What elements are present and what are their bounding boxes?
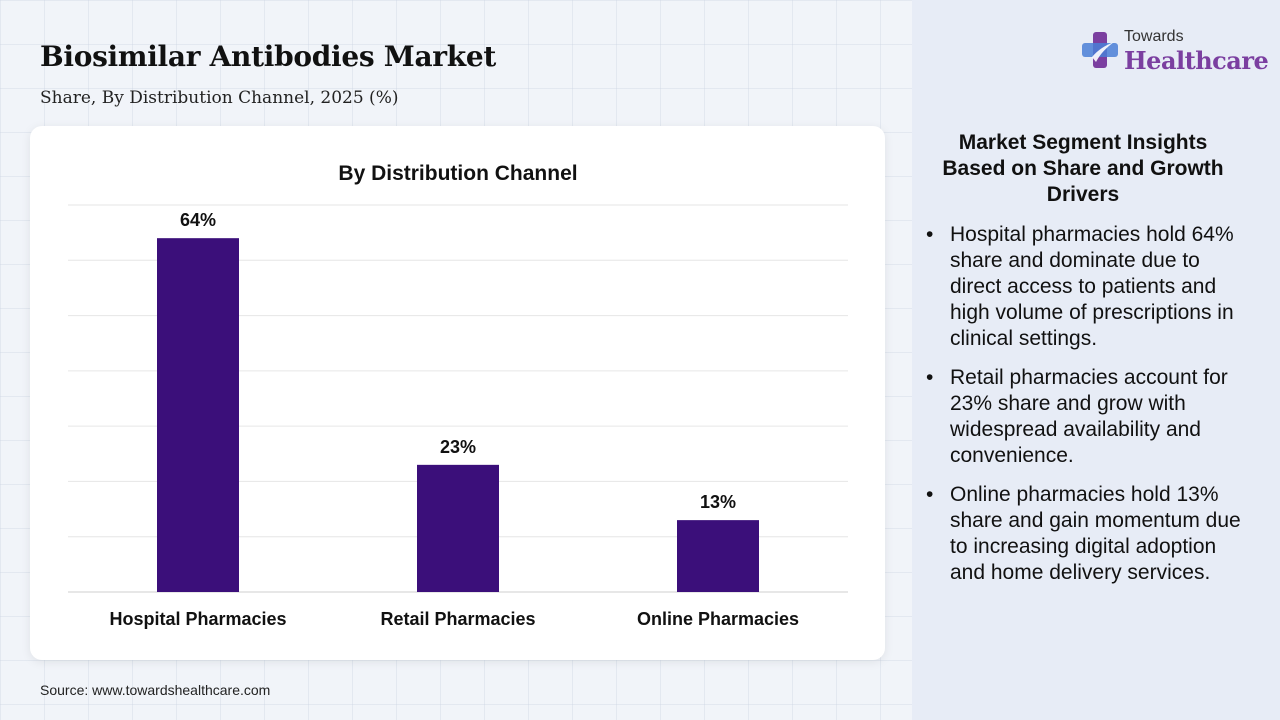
insights-title: Market Segment Insights Based on Share a… — [942, 131, 1224, 206]
insight-item: Retail pharmacies account for 23% share … — [924, 365, 1254, 469]
category-label: Online Pharmacies — [637, 609, 799, 629]
bar — [677, 520, 759, 592]
insights-panel — [912, 0, 1280, 720]
insights-list: Hospital pharmacies hold 64% share and d… — [924, 222, 1254, 599]
bar — [417, 464, 499, 592]
cross-logo-icon — [1082, 32, 1118, 68]
bar — [157, 238, 239, 592]
category-label: Hospital Pharmacies — [109, 609, 286, 629]
chart-title: By Distribution Channel — [338, 162, 577, 185]
chart-card: By Distribution Channel 64% Hospital Pharm… — [30, 126, 885, 660]
insight-item: Hospital pharmacies hold 64% share and d… — [924, 222, 1254, 352]
data-label: 64% — [180, 210, 216, 230]
page-title: Biosimilar Antibodies Market — [40, 40, 497, 73]
page-subtitle: Share, By Distribution Channel, 2025 (%) — [40, 88, 399, 108]
bar-chart: By Distribution Channel 64% Hospital Pharm… — [68, 162, 848, 629]
brand-logo: Towards Healthcare — [1080, 28, 1269, 78]
category-label: Retail Pharmacies — [380, 609, 535, 629]
logo-text-bottom: Healthcare — [1124, 46, 1269, 75]
logo-text-top: Towards — [1124, 28, 1184, 45]
source-note: Source: www.towardshealthcare.com — [40, 682, 271, 698]
data-label: 23% — [440, 437, 476, 457]
data-label: 13% — [700, 492, 736, 512]
insight-item: Online pharmacies hold 13% share and gai… — [924, 482, 1254, 586]
